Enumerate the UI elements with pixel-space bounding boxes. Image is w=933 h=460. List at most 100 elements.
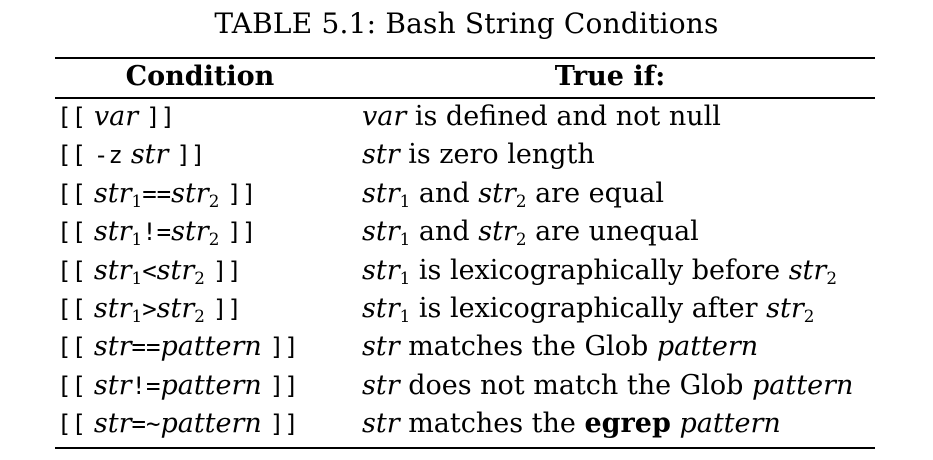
- text-segment: [[: [57, 179, 86, 208]
- text-segment: pattern: [752, 369, 854, 401]
- text-segment: str: [478, 177, 516, 209]
- text-segment: egrep: [584, 408, 671, 440]
- text-segment: str: [93, 369, 132, 401]
- text-segment: str: [130, 139, 169, 171]
- text-segment: str: [766, 293, 804, 324]
- text-segment: ]]: [146, 103, 176, 131]
- table-row: [[-z str]] str is zero length: [0, 136, 933, 174]
- text-segment: 1: [399, 306, 411, 327]
- text-segment: ==: [131, 333, 161, 362]
- text-segment: 2: [826, 267, 837, 288]
- text-segment: is lexicographically before: [410, 254, 789, 286]
- text-segment: and: [410, 216, 479, 248]
- column-header-true-if: True if:: [554, 61, 666, 92]
- text-segment: str: [93, 254, 132, 286]
- condition-cell: [[str=~pattern]]: [57, 405, 299, 443]
- table-row: [[str1<str2]] str1 is lexicographically b…: [0, 252, 933, 290]
- table-row: [[str!=pattern]] str does not match the G…: [0, 367, 933, 405]
- text-segment: ]]: [269, 371, 299, 400]
- text-segment: ]]: [227, 218, 257, 247]
- text-segment: does not match the Glob: [399, 369, 753, 401]
- text-segment: [[: [57, 218, 86, 247]
- text-segment: matches the Glob: [399, 331, 657, 363]
- text-segment: 1: [131, 306, 143, 327]
- description-cell: str1 and str2 are unequal: [362, 213, 699, 251]
- text-segment: and: [410, 177, 479, 209]
- bottom-rule: [55, 447, 875, 449]
- text-segment: 2: [515, 229, 527, 250]
- text-segment: 1: [131, 267, 143, 288]
- text-segment: pattern: [160, 369, 262, 401]
- text-segment: [[: [57, 295, 86, 323]
- text-segment: [[: [57, 141, 86, 170]
- condition-cell: [[-z str]]: [57, 136, 205, 174]
- text-segment: str: [93, 293, 132, 324]
- text-segment: ]]: [212, 256, 242, 285]
- condition-cell: [[var]]: [57, 98, 175, 136]
- top-rule: [55, 57, 875, 59]
- header-rule: [55, 97, 875, 99]
- text-segment: ]]: [269, 333, 299, 362]
- text-segment: ]]: [227, 179, 257, 208]
- text-segment: str: [362, 408, 400, 440]
- condition-cell: [[str1<str2]]: [57, 252, 242, 290]
- text-segment: str: [362, 216, 400, 248]
- text-segment: [[: [57, 410, 86, 439]
- text-segment: 1: [399, 229, 411, 250]
- description-cell: str does not match the Glob pattern: [362, 367, 853, 405]
- text-segment: str: [93, 177, 132, 209]
- text-segment: [[: [57, 256, 86, 285]
- text-segment: str: [156, 254, 195, 286]
- text-segment: are unequal: [526, 216, 699, 248]
- text-segment: str: [362, 331, 400, 363]
- table-row: [[var]] var is defined and not null: [0, 98, 933, 136]
- text-segment: is zero length: [399, 139, 595, 171]
- text-segment: -z: [93, 141, 123, 170]
- text-segment: is lexicographically after: [410, 293, 767, 324]
- table-row: [[str1>str2]] str1 is lexicographically a…: [0, 290, 933, 328]
- text-segment: pattern: [160, 331, 262, 363]
- text-segment: [[: [57, 371, 86, 400]
- text-segment: is defined and not null: [406, 101, 721, 132]
- text-segment: str: [93, 216, 132, 248]
- table-caption: TABLE 5.1: Bash String Conditions: [214, 7, 719, 40]
- text-segment: str: [362, 293, 400, 324]
- text-segment: str: [171, 216, 209, 248]
- text-segment: 2: [194, 306, 205, 327]
- description-cell: str is zero length: [362, 136, 595, 174]
- text-segment: [[: [57, 333, 86, 362]
- text-segment: pattern: [656, 331, 759, 363]
- description-cell: str1 is lexicographically before str2: [362, 252, 837, 290]
- text-segment: str: [362, 139, 400, 171]
- text-segment: >: [142, 295, 157, 323]
- text-segment: pattern: [160, 408, 262, 440]
- text-segment: 2: [803, 306, 815, 327]
- text-segment: str: [478, 216, 516, 248]
- table-row: [[str==pattern]] str matches the Glob pat…: [0, 328, 933, 366]
- text-segment: 1: [399, 267, 411, 288]
- text-segment: ]]: [176, 141, 206, 170]
- text-segment: 2: [208, 229, 220, 250]
- table-row: [[str1!=str2]] str1 and str2 are unequal: [0, 213, 933, 251]
- condition-cell: [[str1==str2]]: [57, 175, 256, 213]
- text-segment: are equal: [526, 177, 665, 209]
- text-segment: str: [93, 408, 132, 440]
- text-segment: pattern: [679, 408, 781, 440]
- text-segment: str: [156, 293, 195, 324]
- text-segment: 2: [208, 190, 220, 211]
- text-segment: 1: [131, 229, 143, 250]
- text-segment: str: [171, 177, 209, 209]
- text-segment: str: [362, 369, 400, 401]
- text-segment: str: [362, 177, 400, 209]
- condition-cell: [[str1>str2]]: [57, 290, 242, 328]
- description-cell: str matches the egrep pattern: [362, 405, 781, 443]
- column-header-condition: Condition: [125, 61, 275, 92]
- text-segment: [[: [57, 103, 86, 131]
- text-segment: 2: [515, 190, 527, 211]
- table-row: [[str=~pattern]] str matches the egrep pa…: [0, 405, 933, 443]
- condition-cell: [[str!=pattern]]: [57, 367, 299, 405]
- description-cell: var is defined and not null: [362, 98, 721, 136]
- text-segment: 2: [194, 267, 205, 288]
- text-segment: matches the: [399, 408, 585, 440]
- text-segment: ]]: [269, 410, 299, 439]
